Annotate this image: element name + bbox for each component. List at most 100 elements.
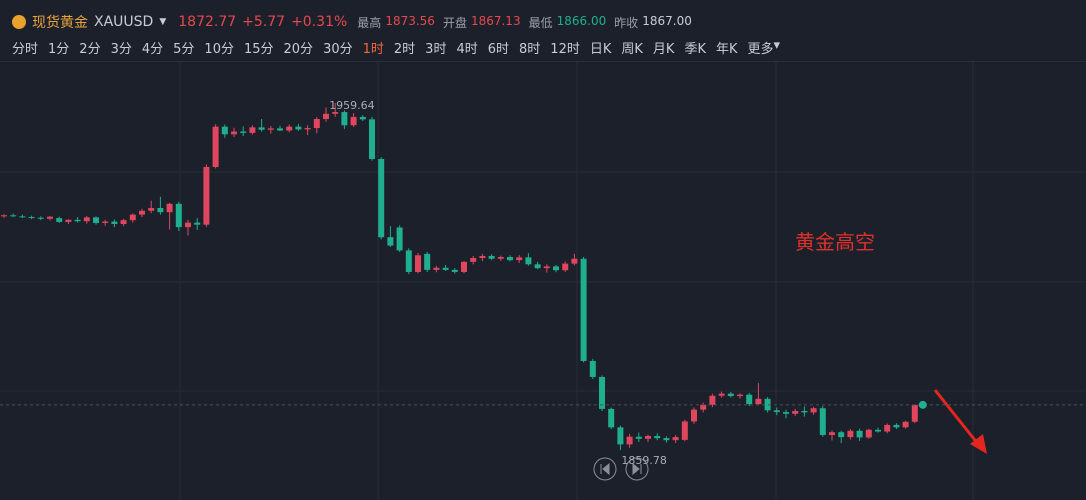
- candle-body: [387, 237, 394, 246]
- interval-tab[interactable]: 4分: [141, 42, 164, 57]
- chart: 黄金高空 1959.64 1859.78: [0, 62, 1086, 500]
- caret: ▾: [773, 38, 781, 53]
- candle-body: [424, 253, 431, 270]
- candle-body: [157, 208, 164, 213]
- candle-body: [755, 398, 762, 405]
- candle-body: [194, 222, 201, 225]
- candle-body: [212, 126, 219, 167]
- candle-body: [369, 119, 375, 159]
- candle-body: [313, 119, 320, 129]
- interval-tab[interactable]: 20分: [283, 42, 314, 57]
- interval-tab[interactable]: 月K: [652, 42, 675, 57]
- candle-body: [415, 255, 421, 272]
- last-price-dot: [918, 400, 927, 409]
- candle-body: [405, 250, 412, 272]
- candle-body: [359, 116, 366, 120]
- interval-tab[interactable]: 5分: [173, 42, 195, 57]
- candle-body: [884, 424, 891, 432]
- candle-body: [746, 394, 753, 405]
- candle-body: [626, 436, 633, 445]
- candle-body: [507, 257, 513, 261]
- prev-button[interactable]: [593, 457, 617, 481]
- interval-tab[interactable]: 10分: [204, 42, 234, 57]
- candle-body: [617, 427, 624, 445]
- candle-body: [19, 216, 26, 218]
- candle-body: [470, 258, 477, 262]
- candle-body: [893, 424, 900, 428]
- interval-tab[interactable]: 2时: [393, 42, 416, 57]
- candle-body: [442, 267, 449, 270]
- candle-body: [166, 203, 173, 213]
- candle-body: [562, 263, 569, 271]
- candle-body: [350, 116, 357, 126]
- next-button[interactable]: [625, 457, 649, 481]
- candle-body: [65, 219, 72, 222]
- interval-tab[interactable]: 6时: [487, 42, 510, 57]
- candle-body: [516, 257, 523, 261]
- candle-body: [10, 215, 17, 217]
- candle-body: [56, 218, 63, 222]
- gold-icon: [12, 15, 26, 29]
- stat-value: 1867.13: [470, 13, 521, 28]
- candle-body: [497, 257, 504, 259]
- candle-body: [608, 408, 615, 428]
- candle-body: [792, 411, 799, 414]
- candle-body: [856, 430, 863, 438]
- candle-body: [645, 436, 651, 439]
- symbol[interactable]: XAUUSD: [94, 14, 154, 30]
- candle-body: [396, 227, 403, 251]
- interval-tab[interactable]: 1时: [362, 42, 384, 57]
- stat-value: 1873.56: [385, 13, 435, 28]
- interval-tab[interactable]: 3分: [110, 42, 132, 57]
- header: 现货黄金 XAUUSD ▼ 1872.77 +5.77 +0.31% 最高 1873…: [0, 0, 1086, 62]
- stat-label: 最高: [357, 15, 382, 30]
- candle-body: [148, 208, 155, 211]
- candle-body: [700, 404, 707, 410]
- interval-tab[interactable]: 12时: [550, 42, 580, 57]
- candle-body: [37, 217, 44, 219]
- interval-tab[interactable]: 年K: [715, 42, 738, 57]
- nav-buttons: [593, 457, 649, 481]
- change: +5.77: [242, 14, 286, 30]
- interval-tab[interactable]: 1分: [48, 42, 70, 57]
- interval-tab[interactable]: 分时: [12, 42, 39, 57]
- candle-body: [185, 222, 191, 228]
- interval-tab[interactable]: 2分: [79, 42, 101, 57]
- candle-body: [479, 255, 486, 259]
- candle-body: [277, 128, 283, 131]
- candle-body: [709, 395, 716, 405]
- candle-body: [773, 410, 780, 413]
- stats: 最高 1873.56 开盘 1867.13 最低 1866.00 昨收 1867.00: [357, 14, 696, 31]
- interval-tab[interactable]: 日K: [589, 42, 612, 57]
- candle-body: [249, 127, 256, 133]
- candle-body: [599, 376, 605, 409]
- interval-tab[interactable]: 季K: [684, 42, 706, 57]
- candle-body: [553, 266, 559, 271]
- interval-tab[interactable]: 4时: [456, 42, 478, 57]
- candle-body: [727, 393, 734, 397]
- annotation: 黄金高空: [795, 230, 875, 254]
- candle-body: [534, 264, 541, 269]
- candle-body: [737, 394, 743, 397]
- arrow: [933, 389, 987, 454]
- candle-body: [663, 438, 670, 441]
- candle-body: [28, 217, 35, 219]
- stat-label: 昨收: [614, 15, 639, 30]
- candle-body: [286, 126, 293, 131]
- interval-tab[interactable]: 15分: [243, 42, 274, 57]
- candle-body: [488, 255, 495, 259]
- candle-body: [129, 214, 136, 221]
- grid: [0, 62, 1086, 500]
- candle-body: [838, 432, 845, 438]
- candle-body: [304, 128, 311, 130]
- name: 现货黄金: [32, 15, 88, 31]
- candle-body: [911, 404, 918, 422]
- more-menu[interactable]: 更多: [747, 42, 774, 57]
- candle-body: [451, 269, 458, 272]
- interval-tab[interactable]: 30分: [323, 42, 353, 57]
- interval-tab[interactable]: 8时: [519, 42, 541, 57]
- interval-tab[interactable]: 周K: [621, 42, 643, 57]
- interval-tab[interactable]: 3时: [425, 42, 447, 57]
- candle-body: [341, 112, 348, 126]
